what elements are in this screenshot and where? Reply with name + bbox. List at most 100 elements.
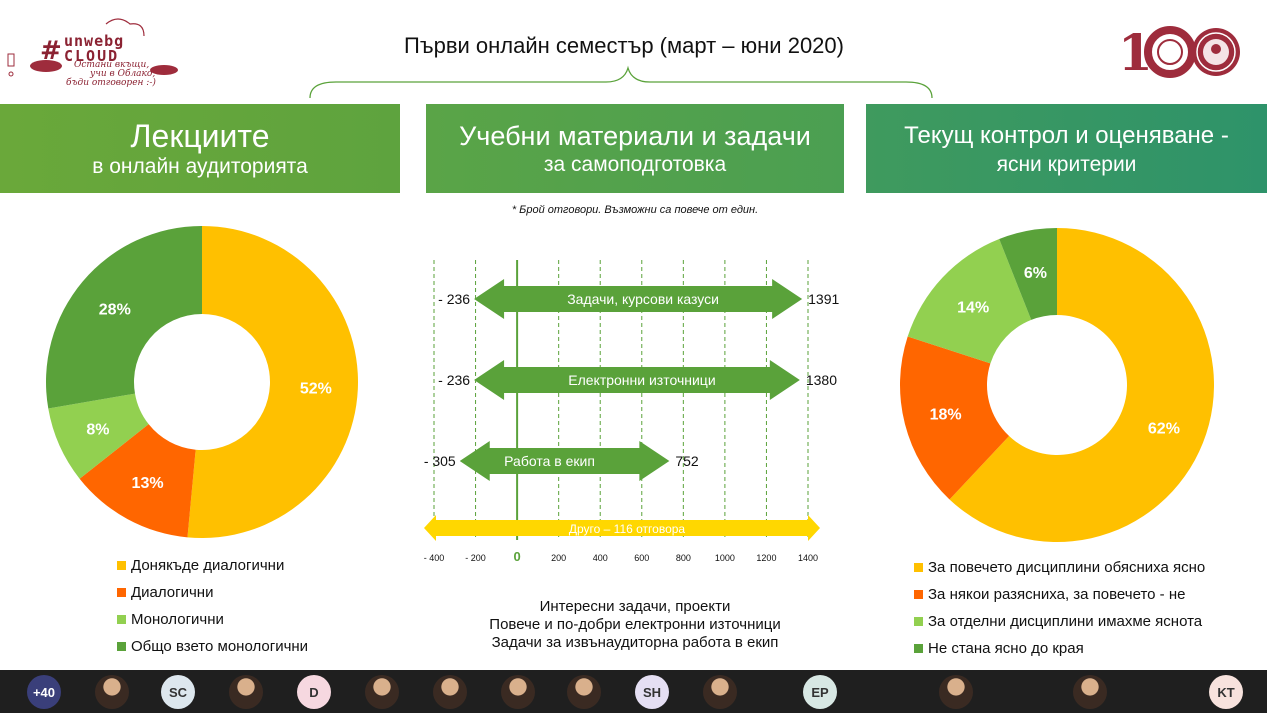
legend-lectures: Донякъде диалогични Диалогични Монологични… xyxy=(117,552,308,660)
section-title: Лекциите xyxy=(130,117,270,154)
donut-slice xyxy=(949,228,1214,542)
notes: Интересни задачи, проекти Повече и по-до… xyxy=(426,598,844,652)
section-title: Учебни материали и задачи xyxy=(459,120,811,151)
legend-label: За някои разясниха, за повечето - не xyxy=(928,586,1186,603)
x-tick-label: 1400 xyxy=(798,553,818,563)
donut-slice xyxy=(999,228,1057,320)
donut-slice xyxy=(900,336,1010,500)
arrow-right-value: 752 xyxy=(675,453,699,469)
donut-data-label: 52% xyxy=(300,380,332,397)
logo-tagline-2: учи в Облако, xyxy=(90,69,156,79)
legend-item: За някои разясниха, за повечето - не xyxy=(914,581,1205,608)
arrow-left-value: - 305 xyxy=(424,453,456,469)
section-subtitle: за самоподготовка xyxy=(543,152,727,176)
participant-avatar[interactable]: EP xyxy=(803,675,837,709)
legend-swatch xyxy=(914,644,923,653)
section-subtitle: ясни критерии xyxy=(996,152,1137,176)
cloud-icon xyxy=(7,18,178,77)
participant-avatar[interactable]: D xyxy=(297,675,331,709)
x-tick-label: 200 xyxy=(551,553,566,563)
arrow-bar-label: Електронни източници xyxy=(568,372,715,388)
note-line: Повече и по-добри електронни източници xyxy=(489,616,781,633)
participant-avatar[interactable]: SC xyxy=(161,675,195,709)
donut-slice xyxy=(45,226,202,409)
legend-swatch xyxy=(914,563,923,572)
participant-avatar[interactable]: SH xyxy=(635,675,669,709)
x-tick-label: - 200 xyxy=(465,553,486,563)
donut-data-label: 18% xyxy=(930,407,962,424)
legend-label: Диалогични xyxy=(131,584,214,601)
logo-tagline-1: Остани вкъщи, xyxy=(74,60,150,70)
participant-avatar[interactable] xyxy=(95,675,129,709)
participant-avatar[interactable] xyxy=(229,675,263,709)
logo-tagline-3: бъди отговорен :-) xyxy=(66,78,156,88)
arrow-left-value: - 236 xyxy=(438,372,470,388)
arrow-right-value: 1380 xyxy=(806,372,837,388)
x-tick-label: 1200 xyxy=(756,553,776,563)
logo-hash: # xyxy=(40,36,62,66)
section-subtitle: в онлайн аудиторията xyxy=(92,154,308,178)
legend-item: За повечето дисциплини обясниха ясно xyxy=(914,554,1205,581)
legend-swatch xyxy=(117,561,126,570)
participant-avatar[interactable] xyxy=(365,675,399,709)
participant-avatar[interactable] xyxy=(501,675,535,709)
arrow-bar-label: Работа в екип xyxy=(504,453,595,469)
footnote: * Брой отговори. Възможни са повече от е… xyxy=(511,204,759,216)
donut-data-label: 62% xyxy=(1148,420,1180,437)
x-tick-label: 600 xyxy=(634,553,649,563)
legend-item: Не стана ясно до края xyxy=(914,635,1205,662)
donut-data-label: 14% xyxy=(957,299,989,316)
donut-data-label: 8% xyxy=(86,421,109,438)
section-title: Текущ контрол и оценяване - xyxy=(904,121,1229,149)
logo-word-bottom: CLOUD xyxy=(64,47,120,65)
participants-bar: +40 SC D SH EP KT xyxy=(0,670,1267,713)
legend-label: Не стана ясно до края xyxy=(928,640,1084,657)
anniversary-logo: 1 xyxy=(1118,22,1246,82)
x-tick-label: 1000 xyxy=(715,553,735,563)
legend-item: Монологични xyxy=(117,606,308,633)
participant-avatar[interactable] xyxy=(433,675,467,709)
x-tick-label: - 400 xyxy=(424,553,445,563)
participant-avatar[interactable]: KT xyxy=(1209,675,1243,709)
arrow-bar xyxy=(474,279,803,319)
donut-slice xyxy=(907,239,1032,364)
note-line: Задачи за извънаудиторна работа в екип xyxy=(491,634,779,651)
legend-swatch xyxy=(914,617,923,626)
unwebg-cloud-logo: # unwebg CLOUD Остани вкъщи, учи в Облак… xyxy=(6,14,186,94)
legend-swatch xyxy=(914,590,923,599)
participant-avatar[interactable] xyxy=(703,675,737,709)
section-header-materials: Учебни материали и задачи за самоподгото… xyxy=(426,104,844,193)
note-line: Интересни задачи, проекти xyxy=(539,598,731,615)
arrow-bar-label: Друго – 116 отговора xyxy=(569,522,686,536)
legend-label: Монологични xyxy=(131,611,224,628)
logo-word-top: unwebg xyxy=(64,32,125,50)
donut-slice xyxy=(187,226,359,538)
page-title: Първи онлайн семестър (март – юни 2020) xyxy=(404,33,844,58)
donut-slice xyxy=(79,424,196,538)
legend-label: За повечето дисциплини обясниха ясно xyxy=(928,559,1206,576)
participant-avatar[interactable] xyxy=(1073,675,1107,709)
arrow-left-value: - 236 xyxy=(438,291,470,307)
arrow-bar-label: Задачи, курсови казуси xyxy=(567,291,719,307)
legend-item: За отделни дисциплини имахме яснота xyxy=(914,608,1205,635)
x-tick-label: 0 xyxy=(513,549,520,564)
legend-label: За отделни дисциплини имахме яснота xyxy=(928,613,1203,630)
legend-label: Общо взето монологични xyxy=(131,638,309,655)
legend-swatch xyxy=(117,615,126,624)
x-tick-label: 400 xyxy=(593,553,608,563)
legend-item: Донякъде диалогични xyxy=(117,552,308,579)
x-tick-label: 800 xyxy=(676,553,691,563)
anniversary-seal-icon: 1 xyxy=(1118,23,1240,82)
donut-data-label: 28% xyxy=(99,302,131,319)
legend-item: Диалогични xyxy=(117,579,308,606)
participant-avatar[interactable] xyxy=(939,675,973,709)
donut-data-label: 6% xyxy=(1024,265,1047,282)
participant-avatar[interactable]: +40 xyxy=(27,675,61,709)
section-header-lectures: Лекциите в онлайн аудиторията xyxy=(0,104,400,193)
participant-avatar[interactable] xyxy=(567,675,601,709)
title-brace xyxy=(309,65,933,99)
arrow-chart-materials: - 400 - 200 0 200 400 600 800 1000 1200 1400 Задач… xyxy=(424,260,839,564)
arrow-bar xyxy=(424,515,820,541)
arrow-bar xyxy=(459,441,670,481)
legend-control: За повечето дисциплини обясниха ясно За н… xyxy=(914,554,1205,662)
